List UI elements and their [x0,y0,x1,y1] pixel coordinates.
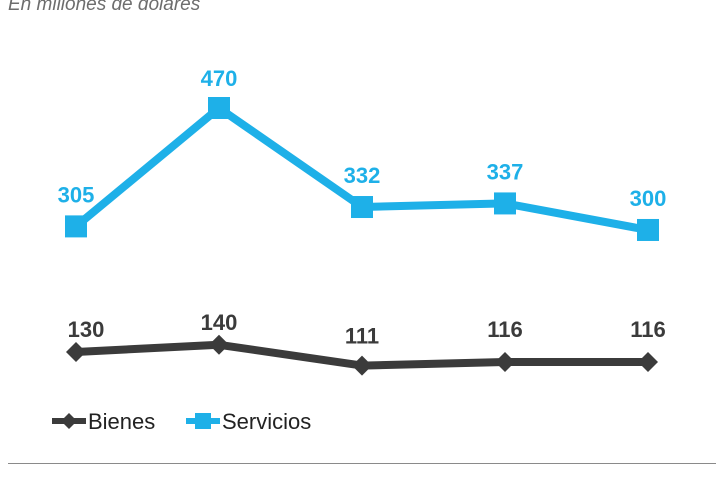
data-label-servicios: 305 [58,182,95,207]
legend-marker-servicios [195,413,211,429]
data-label-bienes: 111 [345,324,379,349]
bottom-divider [8,463,716,464]
data-label-bienes: 130 [68,317,105,342]
data-point-bienes [209,334,229,355]
data-label-servicios: 300 [630,186,667,211]
data-point-bienes [352,355,372,376]
legend-label-bienes: Bienes [88,409,155,434]
data-point-servicios [351,196,373,219]
chart-subtitle: En millones de dólares [8,0,201,15]
data-point-bienes [638,352,658,372]
data-label-servicios: 470 [201,66,238,91]
data-label-bienes: 116 [630,317,666,342]
data-point-servicios [637,218,659,241]
data-point-servicios [65,215,87,238]
data-label-servicios: 332 [344,163,381,188]
data-point-servicios [494,192,516,215]
data-point-servicios [208,97,230,119]
legend-label-servicios: Servicios [222,409,311,434]
data-label-servicios: 337 [487,159,524,184]
data-label-bienes: 140 [201,310,238,335]
data-point-bienes [66,341,86,362]
data-label-bienes: 116 [487,317,523,342]
legend-marker-bienes [61,413,77,429]
data-point-bienes [495,352,515,372]
